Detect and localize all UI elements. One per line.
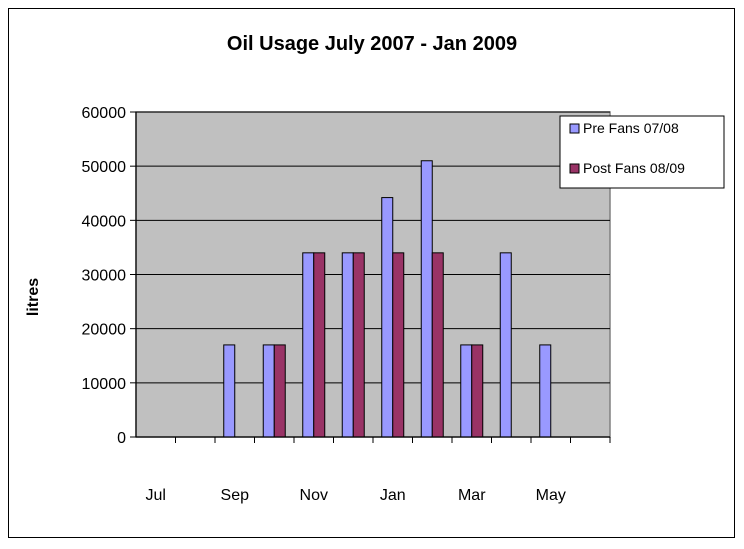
x-tick-label: Sep bbox=[221, 487, 250, 504]
y-tick-label: 60000 bbox=[82, 105, 127, 122]
x-tick-label: May bbox=[536, 487, 566, 504]
bar-pre-fans-nov bbox=[302, 252, 315, 438]
x-tick-label: Jul bbox=[146, 487, 166, 504]
bar-pre-fans-may bbox=[539, 344, 552, 438]
bar-post-fans-dec bbox=[352, 252, 365, 438]
y-tick-label: 50000 bbox=[82, 159, 127, 176]
x-tick-labels: Jul Sep Nov Jan Mar May bbox=[146, 487, 566, 504]
bar-pre-fans-dec bbox=[341, 252, 354, 438]
axes-group bbox=[130, 111, 611, 443]
bar-pre-fans-apr bbox=[499, 252, 512, 438]
bar-post-fans-nov bbox=[313, 252, 326, 438]
x-tick-label: Jan bbox=[380, 487, 406, 504]
bar-pre-fans-sep bbox=[223, 344, 236, 438]
y-axis-label: litres bbox=[25, 278, 42, 316]
bar-pre-fans-jan bbox=[381, 197, 394, 438]
y-tick-labels: 0 10000 20000 30000 40000 50000 60000 bbox=[82, 105, 127, 447]
bar-post-fans-oct bbox=[273, 344, 286, 438]
legend-swatch bbox=[569, 123, 580, 134]
y-tick-label: 20000 bbox=[82, 322, 127, 339]
y-tick-label: 30000 bbox=[82, 268, 127, 285]
bar-pre-fans-oct bbox=[262, 344, 275, 438]
y-tick-label: 40000 bbox=[82, 213, 127, 230]
gridlines bbox=[136, 111, 610, 384]
bar-post-fans-jan bbox=[392, 252, 405, 438]
legend: Pre Fans 07/08 Post Fans 08/09 bbox=[559, 115, 725, 189]
legend-label: Post Fans 08/09 bbox=[583, 160, 685, 176]
x-tick-label: Nov bbox=[300, 487, 328, 504]
y-tick-label: 10000 bbox=[82, 376, 127, 393]
legend-swatch bbox=[569, 163, 580, 174]
x-tick-label: Mar bbox=[458, 487, 486, 504]
bar-post-fans-feb bbox=[431, 252, 444, 438]
y-tick-label: 0 bbox=[117, 430, 126, 447]
legend-label: Pre Fans 07/08 bbox=[583, 120, 679, 136]
bar-pre-fans-mar bbox=[460, 344, 473, 438]
bar-pre-fans-feb bbox=[420, 160, 433, 438]
legend-box bbox=[559, 115, 725, 189]
chart-title: Oil Usage July 2007 - Jan 2009 bbox=[227, 33, 517, 55]
bar-post-fans-mar bbox=[471, 344, 484, 438]
